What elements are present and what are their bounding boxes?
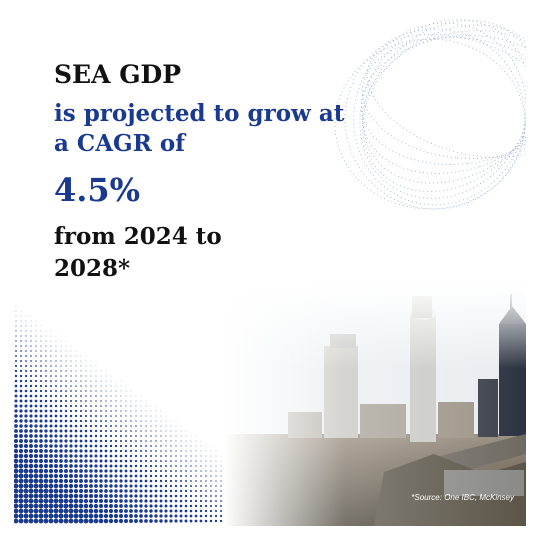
headline-line-3: a CAGR of bbox=[54, 130, 186, 157]
city-skyline-photo bbox=[224, 284, 526, 526]
headline: SEA GDP is projected to grow at a CAGR o… bbox=[54, 60, 344, 285]
infographic-card: SEA GDP is projected to grow at a CAGR o… bbox=[14, 14, 526, 526]
headline-line-2: is projected to grow at bbox=[54, 100, 345, 127]
source-footnote: *Source: One IBC, McKinsey bbox=[411, 493, 514, 502]
headline-line-6: 2028* bbox=[54, 255, 131, 282]
halftone-dot-pattern bbox=[14, 305, 312, 524]
headline-line-5: from 2024 to bbox=[54, 223, 222, 250]
headline-title: SEA GDP bbox=[54, 60, 182, 89]
dotted-orbit-graphic bbox=[334, 19, 526, 210]
cagr-figure: 4.5% bbox=[54, 171, 141, 209]
